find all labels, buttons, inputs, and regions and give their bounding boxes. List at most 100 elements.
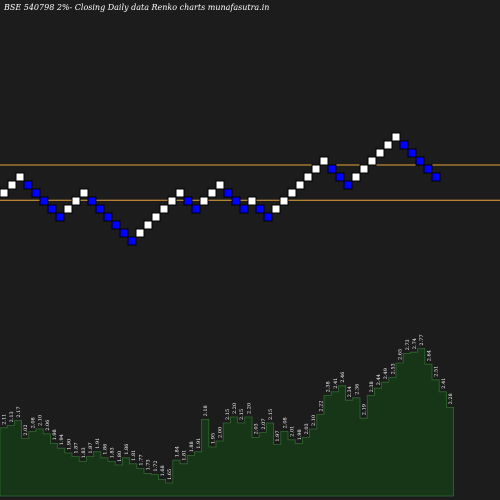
volume-label: 1.81 [182, 450, 188, 461]
volume-label: 2.10 [311, 415, 317, 426]
volume-label: 2.15 [239, 409, 245, 420]
volume-label: 1.88 [189, 441, 195, 452]
renko-brick [191, 204, 201, 214]
renko-brick [183, 196, 193, 206]
renko-brick [359, 164, 369, 174]
volume-label: 2.44 [376, 374, 382, 385]
renko-brick [335, 172, 345, 182]
volume-label: 2.77 [419, 334, 425, 345]
volume-label: 2.02 [23, 424, 29, 435]
volume-label: 1.65 [167, 469, 173, 480]
renko-brick [7, 180, 17, 190]
volume-labels: 2.11 2.13 2.17 2.022.08 2.10 2.061.98 1.94 1.90… [2, 334, 454, 480]
renko-brick [255, 204, 265, 214]
renko-brick [0, 188, 9, 198]
renko-brick [55, 212, 65, 222]
renko-brick [175, 188, 185, 198]
volume-label: 1.97 [275, 430, 281, 441]
volume-label: 2.36 [354, 384, 360, 395]
volume-label: 2.41 [441, 378, 447, 389]
chart-title: BSE 540798 2%- Closing Daily data Renko … [4, 3, 270, 12]
renko-brick [431, 172, 441, 182]
volume-label: 2.19 [362, 404, 368, 415]
volume-label: 2.15 [225, 409, 231, 420]
volume-area [0, 348, 454, 497]
volume-label: 2.22 [318, 400, 324, 411]
volume-label: 2.53 [390, 363, 396, 374]
renko-brick [143, 220, 153, 230]
renko-brick [231, 196, 241, 206]
volume-label: 1.90 [66, 439, 72, 450]
volume-area-path [0, 348, 454, 497]
volume-label: 2.13 [9, 411, 15, 422]
renko-brick [367, 156, 377, 166]
renko-brick [127, 236, 137, 246]
renko-brick [327, 164, 337, 174]
volume-label: 1.86 [124, 444, 130, 455]
renko-brick [159, 204, 169, 214]
renko-brick [207, 188, 217, 198]
volume-label: 1.91 [196, 438, 202, 449]
volume-label: 1.91 [95, 438, 101, 449]
volume-label: 2.17 [16, 406, 22, 417]
volume-label: 1.81 [131, 450, 137, 461]
volume-label: 2.06 [45, 420, 51, 431]
renko-brick [295, 180, 305, 190]
renko-brick [47, 204, 57, 214]
volume-label: 2.00 [218, 427, 224, 438]
volume-label: 2.34 [347, 386, 353, 397]
renko-brick [319, 156, 329, 166]
renko-brick [15, 172, 25, 182]
renko-brick [151, 212, 161, 222]
volume-label: 2.28 [448, 393, 454, 404]
volume-label: 1.84 [174, 446, 180, 457]
renko-brick [79, 188, 89, 198]
renko-brick [199, 196, 209, 206]
volume-label: 1.73 [146, 459, 152, 470]
renko-brick [351, 172, 361, 182]
renko-brick [239, 204, 249, 214]
volume-label: 2.46 [340, 372, 346, 383]
renko-brick [31, 188, 41, 198]
volume-label: 2.03 [304, 423, 310, 434]
volume-label: 1.87 [88, 442, 94, 453]
volume-label: 2.07 [261, 418, 267, 429]
volume-label: 2.74 [412, 338, 418, 349]
volume-label: 1.77 [138, 454, 144, 465]
renko-brick [391, 132, 401, 142]
volume-label: 2.20 [232, 403, 238, 414]
volume-label: 2.41 [333, 378, 339, 389]
volume-label: 2.73 [405, 339, 411, 350]
volume-label: 2.11 [2, 414, 8, 425]
renko-brick [223, 188, 233, 198]
renko-brick [383, 140, 393, 150]
renko-brick [415, 156, 425, 166]
volume-label: 2.18 [203, 405, 209, 416]
volume-label: 2.08 [30, 417, 36, 428]
renko-brick [271, 204, 281, 214]
renko-brick [263, 212, 273, 222]
volume-label: 1.80 [117, 451, 123, 462]
renko-brick [63, 204, 73, 214]
renko-brick [311, 164, 321, 174]
volume-label: 1.98 [52, 429, 58, 440]
renko-brick [303, 172, 313, 182]
renko-brick [71, 196, 81, 206]
renko-brick [95, 204, 105, 214]
renko-brick [167, 196, 177, 206]
volume-label: 2.65 [398, 349, 404, 360]
volume-label: 1.94 [59, 434, 65, 445]
renko-brick [135, 228, 145, 238]
renko-brick [279, 196, 289, 206]
volume-label: 2.01 [290, 426, 296, 437]
volume-label: 1.87 [74, 442, 80, 453]
renko-brick [423, 164, 433, 174]
renko-brick [111, 220, 121, 230]
renko-brick [23, 180, 33, 190]
volume-label: 2.20 [246, 403, 252, 414]
renko-brick [103, 212, 113, 222]
renko-brick [215, 180, 225, 190]
volume-label: 2.15 [268, 409, 274, 420]
volume-label: 1.86 [102, 444, 108, 455]
